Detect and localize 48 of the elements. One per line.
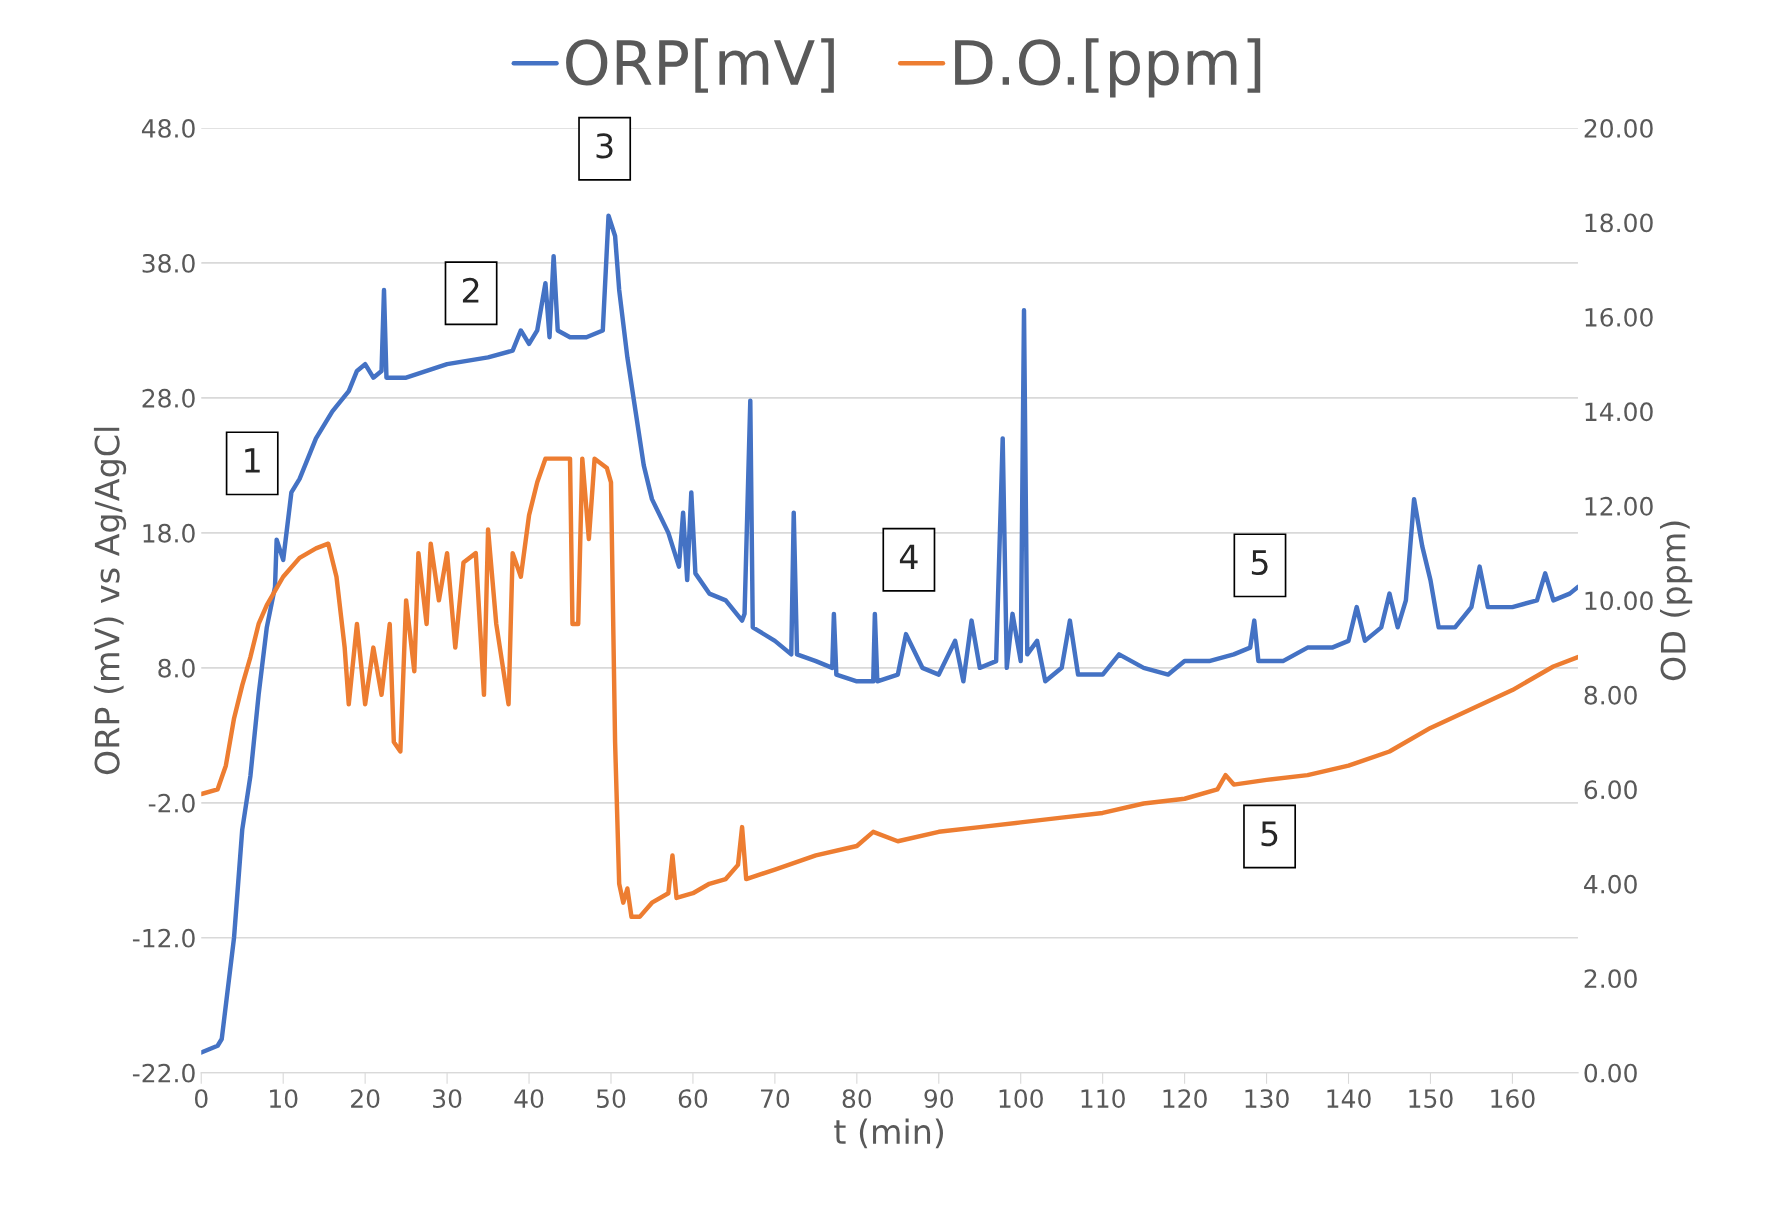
y2-tick-label: 4.00	[1584, 874, 1637, 894]
y2-tick-label: 20.00	[1584, 118, 1653, 138]
y-tick-label: 8.0	[158, 658, 195, 678]
annotation: 1	[245, 448, 260, 473]
y-tick-label: 48.0	[141, 118, 195, 138]
y2-tick-label: 0.00	[1584, 1063, 1637, 1083]
annotation: 3	[596, 133, 613, 159]
x-tick-label: 40	[514, 1089, 544, 1109]
y-tick-label: 18.0	[143, 523, 195, 543]
y2-tick-label: 2.00	[1584, 969, 1637, 989]
x-axis-title: t (min)	[834, 1118, 944, 1149]
y2-tick-label: 14.00	[1585, 402, 1653, 422]
y2-tick-label: 10.00	[1585, 591, 1653, 611]
y2-tick-label: 18.00	[1585, 213, 1653, 233]
y-tick-label: 38.0	[142, 253, 195, 273]
legend-label: ORP[mV]	[566, 38, 834, 93]
y-tick-label: -22.0	[132, 1063, 195, 1083]
x-tick-label: 30	[433, 1089, 462, 1109]
x-tick-label: 80	[842, 1089, 872, 1109]
y2-axis-title: OD (ppm)	[1659, 521, 1693, 681]
y-tick-label: -2.0	[148, 793, 195, 813]
y-axis-title: ORP (mV) vs Ag/AgCl	[93, 427, 127, 775]
x-tick-label: 0	[194, 1089, 208, 1109]
annotation: 5	[1261, 821, 1278, 847]
y-tick-label: -12.0	[132, 928, 195, 948]
x-tick-label: 160	[1491, 1089, 1535, 1109]
x-tick-label: 110	[1081, 1089, 1125, 1109]
line-series	[201, 213, 1578, 1055]
x-tick-label: 120	[1163, 1089, 1207, 1109]
y2-tick-label: 16.00	[1585, 307, 1653, 327]
y2-tick-label: 12.00	[1585, 496, 1653, 516]
y2-tick-label: 6.00	[1584, 780, 1637, 800]
x-tick-label: 140	[1327, 1089, 1371, 1109]
x-tick-label: 60	[678, 1089, 708, 1109]
annotation: 2	[462, 277, 479, 303]
annotation: 4	[899, 544, 918, 569]
x-tick-label: 100	[999, 1089, 1043, 1109]
x-tick-label: 70	[761, 1089, 790, 1109]
legend-label: D.O.[ppm]	[955, 38, 1261, 98]
x-tick-label: 20	[351, 1089, 380, 1109]
y-tick-label: 28.0	[142, 388, 195, 408]
x-tick-label: 90	[924, 1089, 954, 1109]
x-tick-label: 50	[597, 1089, 626, 1109]
x-tick-label: 130	[1245, 1089, 1289, 1109]
x-tick-label: 150	[1409, 1089, 1453, 1109]
annotation: 5	[1251, 550, 1268, 576]
x-tick-label: 10	[270, 1089, 298, 1109]
y2-tick-label: 8.00	[1584, 685, 1637, 705]
